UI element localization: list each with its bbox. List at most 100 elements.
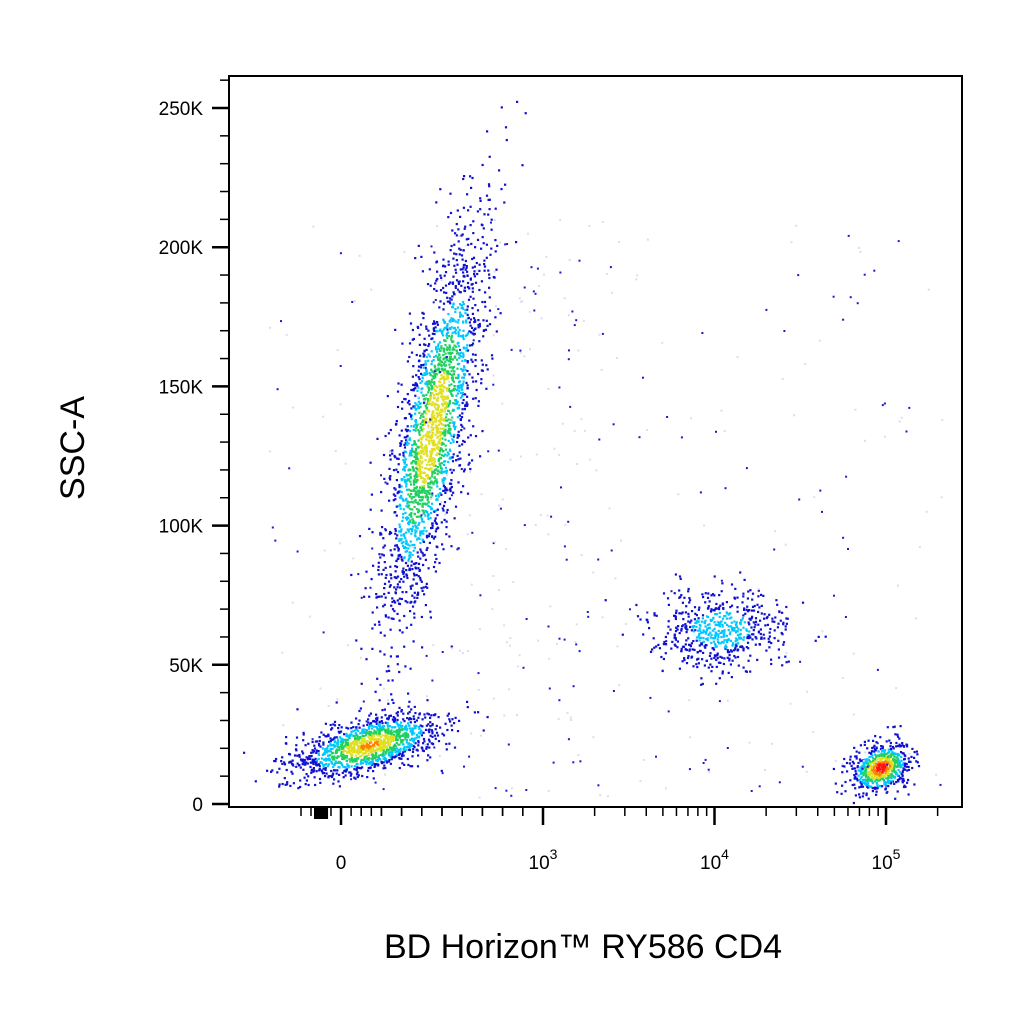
event-dot	[394, 726, 397, 729]
event-dot	[310, 769, 313, 772]
event-dot	[372, 725, 376, 728]
event-dot	[409, 556, 412, 559]
event-dot	[304, 763, 307, 766]
event-dot	[465, 401, 468, 404]
event-dot	[717, 661, 721, 664]
event-dot	[866, 782, 870, 785]
event-dot	[336, 741, 340, 744]
event-dot	[370, 735, 373, 738]
event-dot	[697, 657, 700, 660]
event-dot	[388, 585, 391, 588]
event-dot	[411, 525, 415, 528]
event-dot	[426, 455, 429, 458]
event-dot	[425, 369, 428, 372]
event-dot	[411, 375, 414, 378]
event-dot	[418, 468, 422, 471]
event-dot	[451, 718, 454, 721]
event-dot	[355, 763, 358, 766]
event-dot	[721, 617, 725, 620]
event-dot	[854, 787, 857, 790]
event-dot	[861, 765, 864, 768]
event-dot	[331, 762, 334, 765]
event-dot	[400, 485, 403, 488]
event-dot	[443, 362, 446, 365]
event-dot	[441, 478, 444, 481]
event-dot	[733, 596, 736, 599]
event-dot	[338, 736, 341, 739]
event-dot	[375, 722, 378, 725]
event-dot	[540, 317, 543, 320]
event-dot	[727, 671, 730, 674]
event-dot	[418, 459, 421, 462]
event-dot	[361, 737, 364, 741]
event-dot	[413, 424, 416, 427]
event-dot	[471, 376, 474, 379]
event-dot	[388, 476, 391, 479]
event-dot	[444, 448, 448, 451]
event-dot	[736, 655, 740, 659]
event-dot	[487, 183, 491, 186]
event-dot	[548, 687, 551, 690]
event-dot	[432, 448, 435, 452]
event-dot	[426, 482, 430, 485]
event-dot	[441, 383, 444, 387]
event-dot	[400, 528, 403, 531]
event-dot	[709, 631, 712, 634]
event-dot	[432, 371, 435, 374]
event-dot	[408, 551, 411, 554]
event-dot	[317, 753, 320, 757]
event-dot	[863, 761, 866, 764]
event-dot	[406, 516, 409, 519]
event-dot	[417, 523, 420, 527]
event-dot	[881, 777, 884, 780]
event-dot	[873, 769, 876, 772]
event-dot	[561, 422, 564, 425]
event-dot	[445, 526, 448, 529]
event-dot	[695, 620, 698, 623]
event-dot	[443, 381, 446, 384]
event-dot	[374, 720, 377, 723]
event-dot	[418, 465, 421, 468]
event-dot	[443, 501, 447, 504]
event-dot	[405, 745, 409, 749]
event-dot	[498, 169, 501, 172]
event-dot	[883, 780, 886, 783]
event-dot	[425, 536, 429, 539]
event-dot	[694, 629, 697, 632]
event-dot	[701, 658, 704, 661]
event-dot	[362, 759, 365, 762]
event-dot	[400, 709, 403, 712]
event-dot	[444, 284, 448, 287]
event-dot	[436, 407, 439, 410]
event-dot	[868, 756, 871, 759]
event-dot	[466, 344, 469, 347]
event-dot	[903, 784, 906, 787]
event-dot	[278, 767, 281, 770]
event-dot	[428, 740, 431, 743]
event-dot	[785, 661, 788, 664]
event-dot	[440, 431, 443, 434]
event-dot	[705, 631, 708, 634]
event-dot	[447, 430, 450, 433]
event-dot	[587, 615, 590, 618]
event-dot	[444, 438, 447, 441]
event-dot	[398, 486, 401, 489]
event-dot	[506, 243, 509, 245]
event-dot	[388, 499, 391, 502]
event-dot	[433, 458, 436, 461]
event-dot	[362, 742, 365, 745]
event-dot	[414, 257, 417, 260]
event-dot	[443, 417, 446, 420]
event-dot	[466, 308, 469, 311]
event-dot	[716, 654, 719, 657]
event-dot	[365, 729, 368, 732]
event-dot	[902, 777, 905, 781]
event-dot	[396, 722, 399, 726]
event-dot	[427, 513, 430, 516]
event-dot	[449, 490, 452, 493]
event-dot	[299, 785, 302, 789]
event-dot	[387, 591, 390, 594]
event-dot	[688, 736, 691, 739]
event-dot	[723, 430, 726, 432]
event-dot	[382, 767, 385, 770]
